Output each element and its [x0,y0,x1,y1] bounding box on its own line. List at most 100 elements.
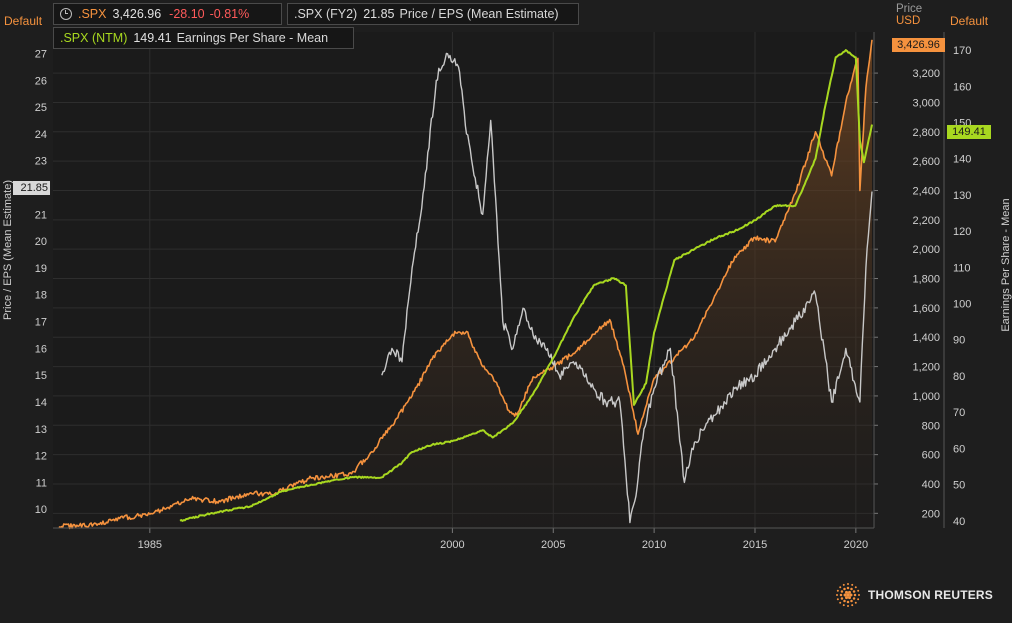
legend-pe-value: 21.85 [363,7,395,21]
logo-dot [857,598,860,601]
logo-dot [839,586,842,589]
left-tick-label: 16 [35,343,47,355]
eps-last-value-label: 149.41 [947,125,991,139]
x-tick-label: 2015 [743,539,767,551]
logo-dot [845,590,848,594]
price-tick-label: 600 [922,450,940,462]
price-tick-label: 1,400 [912,332,940,344]
left-tick-label: 13 [35,424,47,436]
logo-dot [849,593,853,597]
thomson-reuters-brand: THOMSON REUTERS [834,581,993,609]
right-axis-default-tag[interactable]: Default [950,14,989,28]
logo-dot [839,601,842,604]
logo-dot [851,583,854,586]
logo-dot [852,597,856,600]
logo-dot [854,601,857,604]
logo-dot [853,593,857,597]
price-tick-label: 2,400 [912,185,940,197]
logo-dot [850,587,853,591]
price-tick-label: 1,600 [912,303,940,315]
x-tick-label: 2005 [541,539,565,551]
eps-tick-label: 110 [953,262,971,274]
logo-dot [850,599,853,603]
legend-eps[interactable]: .SPX (NTM) 149.41 Earnings Per Share - M… [53,27,354,49]
eps-tick-label: 90 [953,335,965,347]
logo-dot [843,599,846,603]
eps-tick-label: 100 [953,299,971,311]
logo-dot [854,586,857,589]
left-tick-label: 11 [36,477,47,489]
logo-dot [836,594,838,596]
left-tick-label: 18 [35,290,47,302]
legend-spx[interactable]: .SPX 3,426.96 -28.10 -0.81% [53,3,282,25]
clock-icon [60,8,72,20]
price-tick-label: 1,000 [912,391,940,403]
price-tick-label: 1,800 [912,274,940,286]
eps-tick-label: 40 [953,516,965,528]
x-tick-label: 2020 [844,539,868,551]
pe-line[interactable] [381,52,873,524]
legend-spx-change-pct: -0.81% [209,7,250,21]
logo-dot [857,589,860,592]
legend-pe-description: Price / EPS (Mean Estimate) [399,7,559,21]
left-tick-label: 14 [35,397,47,409]
left-axis-default-tag[interactable]: Default [4,14,43,28]
legend-eps-value: 149.41 [133,31,172,45]
eps-tick-label: 170 [953,45,971,57]
price-tick-label: 200 [922,508,940,520]
price-axis-ticks: 200 400 600 800 1,000 1,200 1,400 1,600 1,800 2,0… [874,68,940,520]
logo-dot [836,589,839,592]
left-axis-ticks: 101112131415161718192021222324252627 [35,48,47,516]
logo-dot [842,604,845,607]
eps-tick-label: 50 [953,480,965,492]
price-tick-label: 3,000 [912,97,940,109]
price-area-fill [59,39,873,529]
eps-tick-label: 60 [953,443,965,455]
logo-dot [848,590,851,594]
x-tick-label: 1985 [138,539,162,551]
logo-dot [846,600,850,604]
price-tick-label: 2,200 [912,215,940,227]
series-lines [58,39,873,530]
price-tick-label: 1,200 [912,362,940,374]
left-tick-label: 15 [35,370,47,382]
price-tick-label: 400 [922,479,940,491]
left-tick-label: 24 [35,129,47,141]
spx-price-area [59,39,873,529]
logo-dot [848,596,851,600]
legend-pe[interactable]: .SPX (FY2) 21.85 Price / EPS (Mean Estim… [287,3,579,25]
left-tick-label: 25 [35,102,47,114]
price-tick-label: 800 [922,420,940,432]
eps-tick-label: 120 [953,226,971,238]
logo-dot [858,594,860,596]
eps-line[interactable] [179,49,873,522]
logo-dot [836,598,839,601]
legend-spx-symbol: .SPX [78,7,107,21]
logo-dot [846,586,850,590]
left-tick-label: 21 [35,209,47,221]
currency-label: USD [896,15,921,27]
left-tick-label: 19 [35,263,47,275]
x-tick-label: 2000 [440,539,464,551]
right-axis-title: Earnings Per Share - Mean [1000,198,1012,332]
logo-dot [852,590,856,593]
logo-dot [843,587,846,591]
legend-spx-value: 3,426.96 [112,7,162,21]
left-tick-label: 20 [35,236,47,248]
logo-dot [851,604,854,607]
eps-tick-label: 80 [953,371,965,383]
left-tick-label: 27 [35,48,47,60]
price-last-value-label: 3,426.96 [892,38,945,52]
eps-tick-label: 160 [953,81,971,93]
spx-price-line[interactable] [58,39,873,530]
logo-dot [840,597,844,600]
x-tick-label: 2010 [642,539,666,551]
price-tick-label: 2,000 [912,244,940,256]
legend-spx-change: -28.10 [169,7,205,21]
eps-tick-label: 140 [953,154,971,166]
logo-dot [843,593,847,597]
left-tick-label: 12 [35,451,47,463]
logo-dot [846,593,850,597]
brand-name: THOMSON REUTERS [868,588,994,602]
